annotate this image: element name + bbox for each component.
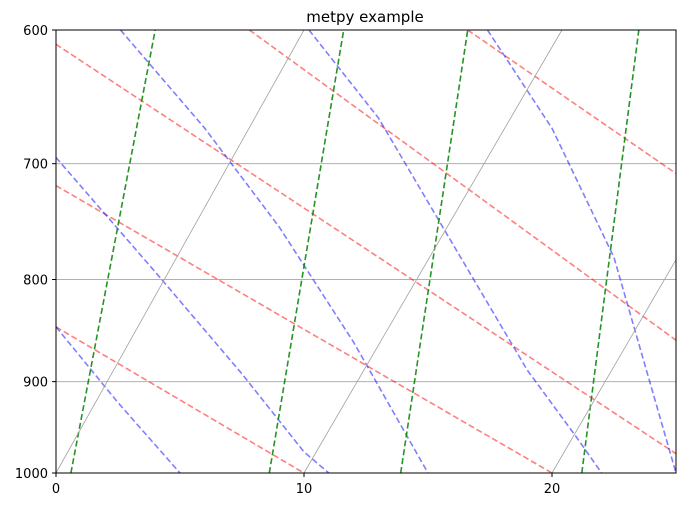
chart-title: metpy example [306, 8, 423, 26]
mixing-lines-line-4 [581, 30, 640, 473]
mixing-lines-line-1 [70, 30, 156, 473]
y-tick-label-700: 700 [23, 158, 48, 173]
series-layer [56, 30, 676, 473]
moist-adiabats-line-5 [486, 30, 676, 473]
moist-adiabats-line-3 [119, 30, 429, 473]
y-tick-label-800: 800 [23, 273, 48, 288]
y-tick-label-600: 600 [23, 24, 48, 39]
plot-frame [55, 29, 677, 474]
y-tick-label-900: 900 [23, 376, 48, 391]
dry-adiabats-line-2 [56, 185, 553, 473]
moist-adiabats-line-4 [308, 30, 603, 473]
dry-adiabats-line-4 [248, 30, 676, 341]
ticks-layer: 600 700 800 900 1000 0 10 20 [15, 24, 560, 497]
x-tick-label-20: 20 [544, 482, 561, 497]
y-tick-label-1000: 1000 [15, 467, 48, 482]
isotherms-line-1 [56, 30, 305, 473]
dry-adiabats-line-5 [467, 30, 676, 175]
dry-adiabats-line-1 [56, 326, 305, 473]
isotherms-line-3 [303, 30, 563, 473]
moist-adiabats-line-1 [56, 326, 181, 473]
moist-adiabats-line-2 [56, 156, 330, 473]
mixing-lines-line-2 [268, 30, 345, 473]
isotherms-line-2 [56, 30, 57, 31]
mixing-lines-line-3 [399, 30, 469, 473]
isotherms-line-4 [551, 259, 676, 473]
x-tick-label-10: 10 [296, 482, 313, 497]
x-tick-label-0: 0 [52, 482, 60, 497]
dry-adiabats-line-3 [56, 43, 676, 455]
grid-layer [56, 163, 676, 383]
